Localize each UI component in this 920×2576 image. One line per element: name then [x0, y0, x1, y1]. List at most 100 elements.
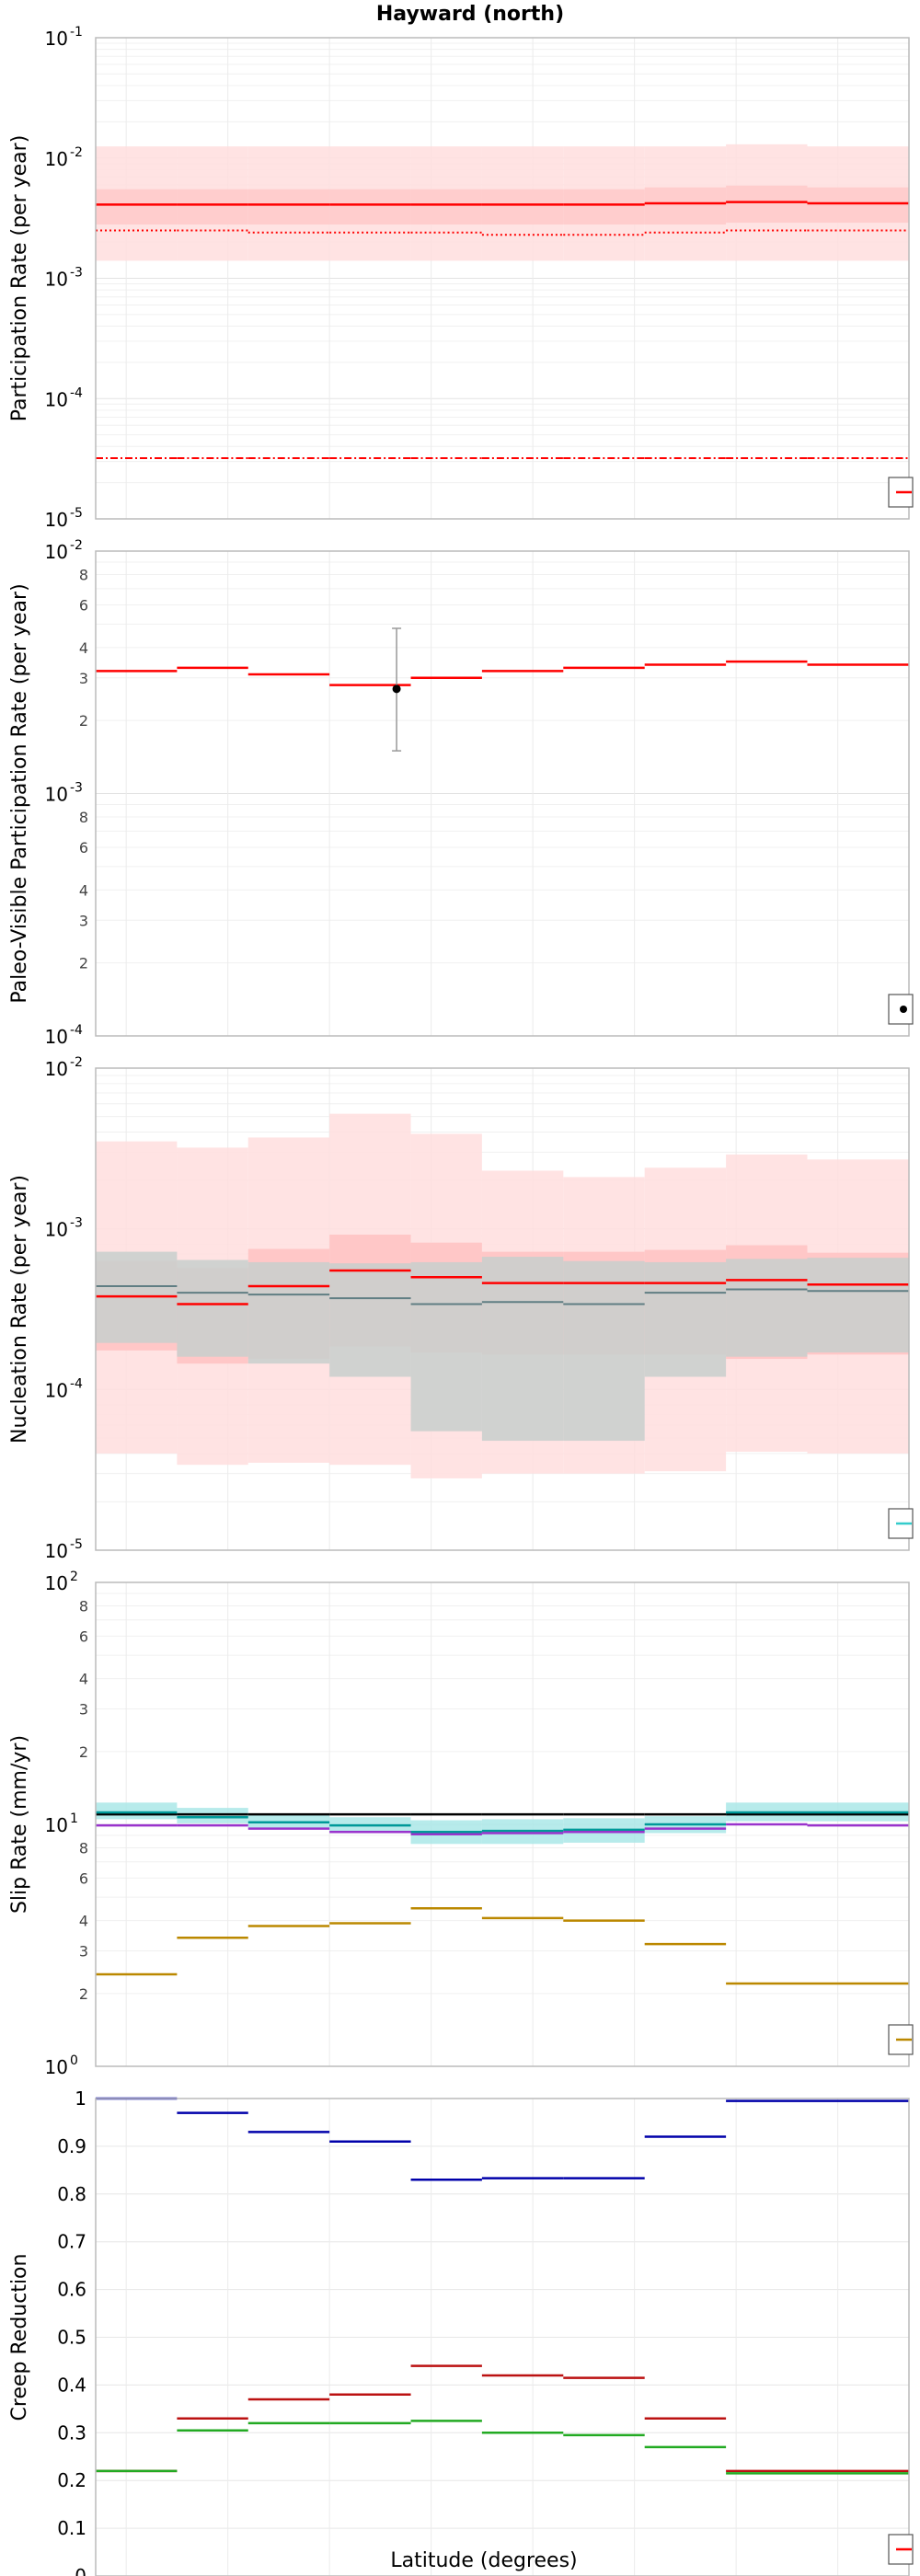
- y-tick-label: 10: [45, 1219, 68, 1241]
- plot-frame: [95, 2098, 910, 2576]
- series-3: [96, 1906, 909, 1985]
- y-tick-label: 0.6: [57, 2279, 86, 2301]
- band-segment: [807, 187, 909, 224]
- band-segment: [726, 1259, 808, 1357]
- y-tick-exponent: -5: [70, 1537, 83, 1552]
- band-segment: [807, 1258, 909, 1353]
- legend: [888, 477, 914, 508]
- y-tick-exponent: -1: [70, 25, 83, 40]
- y-minor-tick-label: 2: [79, 1985, 88, 2003]
- y-tick-exponent: -4: [70, 1376, 83, 1391]
- y-tick-label: 0.8: [57, 2183, 86, 2205]
- series-1: [96, 1811, 909, 1834]
- band-segment: [177, 1259, 248, 1357]
- band-segment: [410, 189, 482, 225]
- band-segment: [410, 1261, 482, 1432]
- y-minor-tick-label: 6: [79, 1627, 88, 1645]
- band-segment: [247, 189, 330, 225]
- band-segment: [644, 1261, 727, 1377]
- y-tick-exponent: -3: [70, 1216, 83, 1231]
- y-minor-tick-label: 8: [79, 567, 88, 584]
- y-minor-tick-label: 3: [79, 670, 88, 687]
- x-axis-label: Latitude (degrees): [390, 2549, 577, 2572]
- y-tick-label: 10: [45, 1572, 68, 1594]
- y-tick-exponent: -3: [70, 266, 83, 281]
- gridlines: [96, 2098, 909, 2576]
- legend: [888, 2534, 914, 2565]
- gridlines: [96, 551, 909, 1037]
- y-minor-tick-label: 3: [79, 912, 88, 929]
- y-tick-label: 0.1: [57, 2517, 86, 2539]
- y-tick-label: 0.7: [57, 2231, 86, 2253]
- band-segment: [481, 1257, 564, 1442]
- y-tick-exponent: -2: [70, 538, 83, 553]
- y-axis-label: Slip Rate (mm/yr): [8, 1735, 31, 1914]
- y-minor-tick-label: 8: [79, 809, 88, 826]
- legend: [888, 994, 914, 1025]
- y-minor-tick-label: 8: [79, 1839, 88, 1857]
- y-minor-tick-label: 4: [79, 1913, 88, 1930]
- series-0: [96, 1284, 909, 1305]
- y-minor-tick-label: 2: [79, 1743, 88, 1761]
- y-tick-label: 0: [75, 2565, 86, 2576]
- band-1: [96, 185, 909, 225]
- band-segment: [329, 189, 411, 225]
- series-1: [96, 1269, 909, 1305]
- band-segment: [96, 1802, 178, 1820]
- y-tick-label: 10: [45, 1540, 68, 1562]
- y-minor-tick-label: 6: [79, 1869, 88, 1887]
- y-minor-tick-label: 3: [79, 1943, 88, 1961]
- y-minor-tick-label: 4: [79, 1671, 88, 1688]
- data-point: [392, 684, 401, 694]
- y-tick-label: 10: [45, 1058, 68, 1080]
- y-tick-label: 10: [45, 148, 68, 170]
- plot-frame: [95, 37, 910, 520]
- y-minor-tick-label: 4: [79, 639, 88, 657]
- y-tick-exponent: -2: [70, 145, 83, 160]
- y-axis-label: Paleo-Visible Participation Rate (per ye…: [8, 583, 31, 1003]
- y-tick-label: 10: [45, 388, 68, 410]
- y-tick-label: 0.3: [57, 2421, 86, 2444]
- chart-title: Hayward (north): [376, 3, 564, 26]
- y-tick-exponent: -2: [70, 1055, 83, 1070]
- y-tick-exponent: -4: [70, 385, 83, 400]
- y-tick-label: 10: [45, 269, 68, 291]
- series-0: [96, 2097, 909, 2181]
- y-minor-tick-label: 8: [79, 1597, 88, 1615]
- series-2: [96, 2420, 909, 2475]
- y-tick-exponent: 2: [70, 1570, 78, 1584]
- y-tick-label: 10: [45, 1026, 68, 1048]
- y-tick-label: 0.5: [57, 2327, 86, 2349]
- y-tick-exponent: -3: [70, 781, 83, 796]
- legend: [888, 1508, 914, 1539]
- band-segment: [726, 185, 808, 224]
- y-tick-exponent: 1: [70, 1811, 78, 1826]
- band-segment: [481, 189, 564, 225]
- y-tick-label: 10: [45, 784, 68, 806]
- y-minor-tick-label: 6: [79, 839, 88, 857]
- series-2: [96, 1823, 909, 1836]
- band-segment: [644, 187, 727, 225]
- y-axis-label: Nucleation Rate (per year): [8, 1175, 31, 1443]
- y-axis-label: Creep Reduction: [8, 2254, 31, 2421]
- band-segment: [177, 1808, 248, 1823]
- panel-creep: 0 0.1 0.2 0.3 0.4 0.5 0.6 0.7 0.8 0.9 1 Creep Reduc…: [8, 2087, 914, 2576]
- y-tick-label: 1: [75, 2087, 86, 2110]
- band-segment: [96, 189, 178, 225]
- legend: [888, 2024, 914, 2055]
- y-minor-tick-label: 2: [79, 955, 88, 972]
- y-tick-exponent: -4: [70, 1023, 83, 1038]
- y-tick-label: 10: [45, 509, 68, 531]
- y-tick-label: 10: [45, 1814, 68, 1836]
- y-minor-tick-label: 2: [79, 712, 88, 730]
- band-segment: [247, 1261, 330, 1364]
- y-tick-label: 10: [45, 28, 68, 50]
- legend-marker: [900, 1006, 907, 1013]
- y-minor-tick-label: 6: [79, 596, 88, 614]
- band-segment: [563, 189, 645, 225]
- y-tick-label: 10: [45, 2056, 68, 2078]
